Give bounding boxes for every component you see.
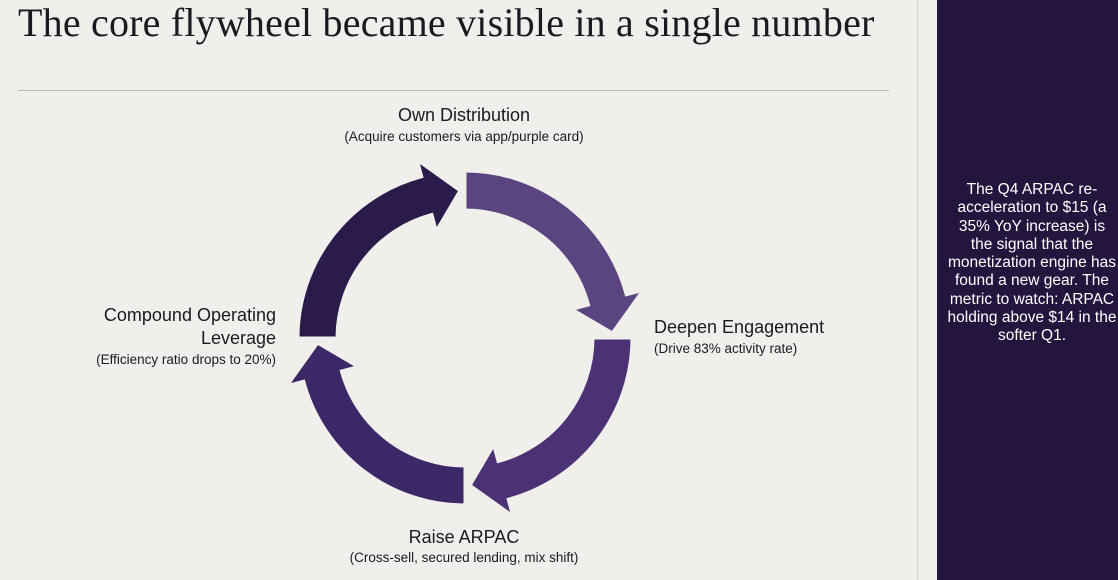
node-deepen-engagement-subtitle: (Drive 83% activity rate) [654, 341, 797, 356]
node-own-distribution: Own Distribution (Acquire customers via … [344, 105, 583, 144]
flywheel-diagram: Own Distribution (Acquire customers via … [96, 105, 824, 565]
node-raise-arpac-subtitle: (Cross-sell, secured lending, mix shift) [350, 550, 579, 565]
node-raise-arpac: Raise ARPAC (Cross-sell, secured lending… [350, 527, 579, 565]
node-raise-arpac-title: Raise ARPAC [409, 527, 520, 547]
node-own-distribution-title: Own Distribution [398, 105, 530, 125]
arrow-bottom-to-left [283, 341, 467, 507]
flywheel-arrows [283, 156, 647, 520]
slide-title: The core flywheel became visible in a si… [18, 0, 875, 45]
insight-text: The Q4 ARPAC re-acceleration to $15 (a 3… [947, 181, 1117, 345]
title-divider [18, 90, 889, 91]
node-own-distribution-subtitle: (Acquire customers via app/purple card) [344, 129, 583, 144]
insight-panel [937, 0, 1118, 580]
arrow-right-to-bottom [468, 336, 634, 520]
node-compound-operating-leverage-title-line2: Leverage [201, 328, 276, 348]
node-compound-operating-leverage: Compound Operating Leverage (Efficiency … [96, 305, 276, 367]
content-edge-divider [917, 0, 918, 580]
node-compound-operating-leverage-title-line1: Compound Operating [104, 305, 276, 325]
arrow-left-to-top [296, 156, 462, 340]
node-deepen-engagement: Deepen Engagement (Drive 83% activity ra… [654, 317, 824, 356]
node-compound-operating-leverage-subtitle: (Efficiency ratio drops to 20%) [96, 352, 276, 367]
node-deepen-engagement-title: Deepen Engagement [654, 317, 824, 337]
arrow-top-to-right [463, 169, 647, 335]
